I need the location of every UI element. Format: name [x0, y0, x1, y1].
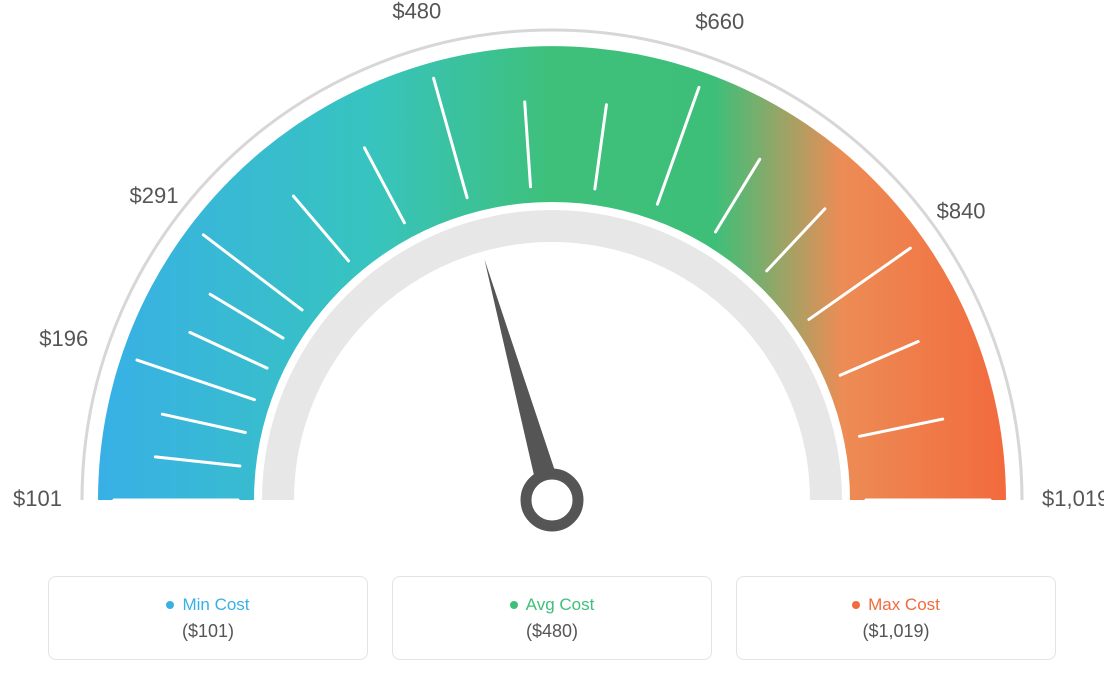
legend-card-min: Min Cost ($101): [48, 576, 368, 660]
dot-icon: [852, 601, 860, 609]
legend-title-max: Max Cost: [852, 595, 940, 615]
legend-row: Min Cost ($101) Avg Cost ($480) Max Cost…: [0, 576, 1104, 660]
gauge-tick-label: $660: [695, 9, 744, 34]
legend-value: ($101): [182, 621, 234, 642]
gauge-needle: [484, 259, 563, 503]
gauge-svg: $101 $196 $291 $480 $660 $840 $1,019: [0, 0, 1104, 560]
gauge-tick-label: $840: [937, 198, 986, 223]
gauge-hub: [526, 474, 578, 526]
dot-icon: [166, 601, 174, 609]
legend-title-avg: Avg Cost: [510, 595, 595, 615]
gauge-tick-label: $1,019: [1042, 486, 1104, 511]
legend-card-avg: Avg Cost ($480): [392, 576, 712, 660]
cost-gauge-widget: $101 $196 $291 $480 $660 $840 $1,019 Min Cost …: [0, 0, 1104, 690]
gauge-tick-label: $480: [392, 0, 441, 23]
gauge-tick-label: $196: [39, 326, 88, 351]
legend-label: Min Cost: [182, 595, 249, 615]
gauge-tick-label: $101: [13, 486, 62, 511]
legend-label: Avg Cost: [526, 595, 595, 615]
legend-card-max: Max Cost ($1,019): [736, 576, 1056, 660]
gauge-chart: $101 $196 $291 $480 $660 $840 $1,019: [0, 0, 1104, 560]
gauge-tick-label: $291: [130, 183, 179, 208]
legend-value: ($1,019): [862, 621, 929, 642]
legend-value: ($480): [526, 621, 578, 642]
dot-icon: [510, 601, 518, 609]
legend-title-min: Min Cost: [166, 595, 249, 615]
legend-label: Max Cost: [868, 595, 940, 615]
